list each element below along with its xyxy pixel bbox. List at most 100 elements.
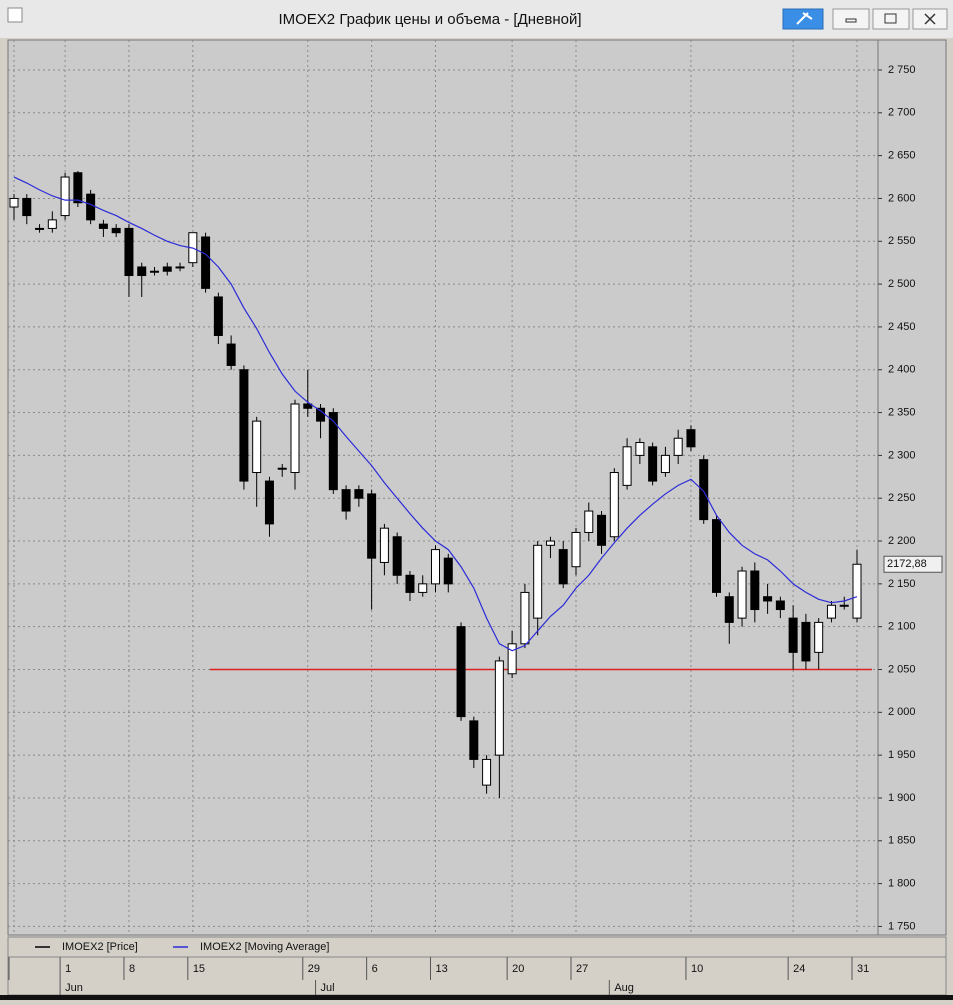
x-tick-label: 20 (512, 963, 524, 975)
candle-body (124, 227, 134, 277)
candle-body (737, 570, 747, 619)
candle-body (482, 758, 492, 786)
candle-body (379, 527, 389, 563)
candle-body (35, 227, 45, 230)
candle-body (788, 617, 798, 653)
candle-body (673, 437, 683, 456)
candle-body (47, 219, 57, 229)
y-tick-label: 1 750 (888, 920, 916, 932)
legend-area (7, 936, 947, 958)
plot: 1 750 1 800 1 850 1 900 1 950 2 000 2 050 2 100… (8, 40, 943, 995)
y-tick-label: 2 150 (888, 578, 916, 590)
maximize-button[interactable] (872, 8, 910, 30)
y-tick-label: 2 600 (888, 192, 916, 204)
candle-body (277, 467, 287, 470)
candle-body (86, 193, 96, 221)
candle-body (839, 604, 849, 607)
y-tick-label: 2 250 (888, 492, 916, 504)
candle-body (660, 454, 670, 474)
candle-body (137, 266, 147, 277)
candle-body (533, 544, 543, 619)
y-tick-label: 2 050 (888, 663, 916, 675)
candle-body (290, 403, 300, 474)
candle-body (571, 531, 581, 568)
candle-body (264, 480, 274, 525)
y-tick-label: 1 850 (888, 835, 916, 847)
x-tick-label: 10 (691, 963, 703, 975)
candle-body (22, 197, 32, 217)
moving-average-line (13, 176, 858, 652)
candle-body (443, 557, 453, 585)
close-icon (924, 13, 936, 25)
candle-body (507, 643, 517, 675)
candle-body (724, 596, 734, 623)
y-tick-label: 2 500 (888, 278, 916, 290)
candle-body (469, 720, 479, 760)
y-tick-label: 2 550 (888, 235, 916, 247)
candle-body (111, 227, 121, 234)
y-tick-label: 2 200 (888, 535, 916, 547)
plot-area (7, 39, 879, 936)
candle-body (9, 197, 19, 208)
candle-body (405, 574, 415, 593)
month-label: Aug (614, 982, 634, 994)
y-tick-label: 2 000 (888, 706, 916, 718)
bottom-edge (0, 995, 953, 1000)
candle-body (175, 266, 185, 269)
minimize-icon (845, 18, 857, 23)
y-tick-label: 1 900 (888, 792, 916, 804)
window-icon (7, 7, 23, 23)
candle-body (60, 176, 70, 217)
x-tick-label: 1 (65, 963, 71, 975)
y-tick-label: 2 750 (888, 64, 916, 76)
y-tick-label: 1 800 (888, 878, 916, 890)
candle-body (609, 472, 619, 538)
x-tick-label: 13 (436, 963, 448, 975)
candle-body (392, 536, 402, 576)
candle-body (239, 369, 249, 482)
candle-body (597, 514, 607, 546)
candle-body (456, 626, 466, 718)
last-price-box (883, 555, 943, 573)
candle-body (252, 420, 262, 474)
candle-body (814, 621, 824, 653)
y-tick-label: 1 950 (888, 749, 916, 761)
candle-body (303, 403, 313, 409)
y-tick-label: 2 650 (888, 150, 916, 162)
y-tick-label: 2 100 (888, 621, 916, 633)
candle-body (558, 549, 568, 585)
candle-body (150, 270, 159, 273)
y-tick-label: 2 700 (888, 107, 916, 119)
pin-icon (796, 12, 813, 25)
x-tick-label: 31 (857, 963, 869, 975)
x-tick-label: 27 (576, 963, 588, 975)
candle-body (801, 621, 811, 662)
y-axis-area (877, 39, 947, 936)
candle-body (367, 493, 377, 559)
candle-body (73, 172, 83, 204)
candle-body (775, 600, 785, 611)
candle-body (712, 519, 721, 593)
candle-body (648, 446, 658, 482)
last-price-label: 2172,88 (887, 558, 927, 570)
candle-body (494, 660, 504, 756)
y-tick-label: 2 350 (888, 406, 916, 418)
x-tick-label: 6 (372, 963, 378, 975)
candle-body (520, 591, 530, 645)
candle-body (545, 540, 555, 546)
x-tick-label: 24 (793, 963, 805, 975)
candle-body (584, 510, 594, 533)
legend-label: IMOEX2 [Price] (62, 941, 138, 953)
candle-body (763, 596, 773, 602)
candle-body (328, 412, 338, 491)
candle-body (226, 343, 236, 366)
window-title: IMOEX2 График цены и объема - [Дневной] (278, 11, 581, 28)
maximize-icon (884, 13, 897, 24)
candle-body (98, 223, 108, 229)
x-tick-label: 15 (193, 963, 205, 975)
y-tick-label: 2 300 (888, 449, 916, 461)
candle-body (699, 459, 709, 521)
candle-body (213, 296, 223, 336)
